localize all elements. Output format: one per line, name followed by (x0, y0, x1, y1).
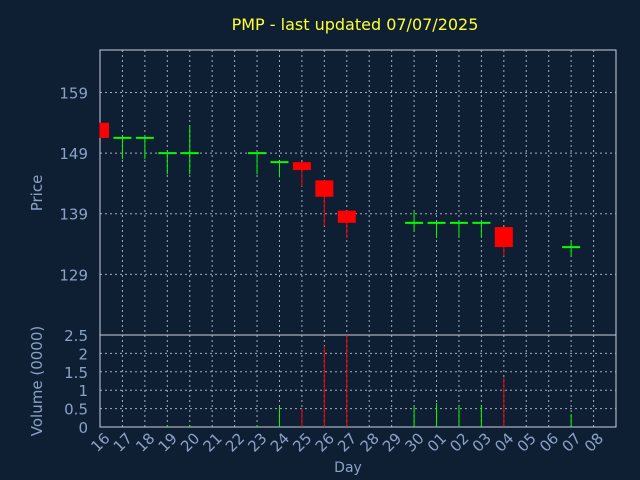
volume-tick-label: 0 (78, 419, 88, 437)
candle-body (315, 180, 334, 197)
candle (99, 122, 109, 138)
volume-tick-label: 2.5 (64, 327, 88, 345)
candle (158, 152, 177, 175)
price-tick-labels: 129 139 149 159 (59, 84, 88, 284)
volume-panel-frame (99, 334, 617, 428)
volume-tick-label: 0.5 (64, 401, 88, 419)
candle (248, 152, 267, 175)
candle-body (337, 210, 356, 223)
candle (337, 210, 356, 238)
candle (494, 227, 513, 257)
volume-bars (166, 335, 572, 427)
candle (472, 221, 491, 238)
candle-body (100, 122, 109, 138)
candle (270, 161, 289, 178)
price-axis-label: Price (28, 175, 46, 212)
candle (113, 136, 132, 160)
candle (405, 210, 424, 232)
price-tick-label: 159 (59, 84, 88, 102)
candle (315, 180, 334, 226)
volume-tick-labels: 00.511.522.5 (64, 327, 88, 437)
price-tick-label: 149 (59, 145, 88, 163)
candle (292, 162, 311, 187)
volume-tick-label: 2 (78, 345, 88, 363)
price-tick-label: 139 (59, 206, 88, 224)
candle-body (494, 227, 513, 248)
x-axis-label: Day (334, 460, 362, 476)
x-tick-labels: 1617181920212223242526272829300102030405… (87, 429, 607, 455)
candle (180, 125, 199, 175)
candles (99, 122, 581, 257)
candle (449, 221, 468, 238)
volume-tick-label: 1 (78, 382, 88, 400)
candle (562, 241, 581, 257)
candle (135, 136, 154, 160)
price-tick-label: 129 (59, 266, 88, 284)
candle-body (292, 162, 311, 171)
volume-tick-label: 1.5 (64, 364, 88, 382)
volume-axis-label: Volume (0000) (28, 326, 46, 436)
candle (427, 221, 446, 238)
chart-title: PMP - last updated 07/07/2025 (232, 15, 479, 34)
